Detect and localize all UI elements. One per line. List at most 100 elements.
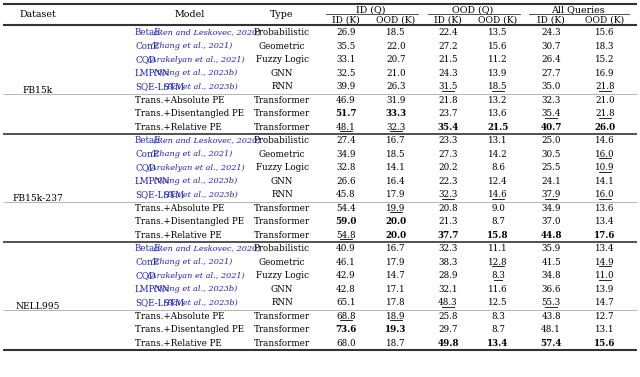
Text: 54.8: 54.8 <box>336 231 356 240</box>
Text: 22.3: 22.3 <box>438 177 458 186</box>
Text: BetaE: BetaE <box>135 28 162 37</box>
Text: (Zhang et al., 2021): (Zhang et al., 2021) <box>148 150 232 158</box>
Text: 27.7: 27.7 <box>541 69 561 78</box>
Text: 11.1: 11.1 <box>488 244 508 253</box>
Text: 51.7: 51.7 <box>335 109 356 118</box>
Text: RNN: RNN <box>271 298 293 307</box>
Text: RNN: RNN <box>271 82 293 91</box>
Text: 68.8: 68.8 <box>336 312 356 321</box>
Text: 8.3: 8.3 <box>491 312 505 321</box>
Text: 26.0: 26.0 <box>595 123 616 132</box>
Text: ConE: ConE <box>135 150 159 159</box>
Text: 14.9: 14.9 <box>595 258 615 267</box>
Text: 21.3: 21.3 <box>438 217 458 226</box>
Text: 48.3: 48.3 <box>438 298 458 307</box>
Text: 21.0: 21.0 <box>386 69 406 78</box>
Text: 14.6: 14.6 <box>488 190 508 199</box>
Text: 18.5: 18.5 <box>488 82 508 91</box>
Text: (Arakelyan et al., 2021): (Arakelyan et al., 2021) <box>145 164 244 172</box>
Text: 33.1: 33.1 <box>336 55 356 64</box>
Text: 13.4: 13.4 <box>487 339 509 348</box>
Text: 55.3: 55.3 <box>541 298 561 307</box>
Text: RNN: RNN <box>271 190 293 199</box>
Text: 11.0: 11.0 <box>595 271 615 280</box>
Text: 32.1: 32.1 <box>438 285 458 294</box>
Text: 36.6: 36.6 <box>541 285 561 294</box>
Text: 27.2: 27.2 <box>438 42 458 51</box>
Text: 23.7: 23.7 <box>438 109 458 118</box>
Text: 16.9: 16.9 <box>595 69 615 78</box>
Text: 12.5: 12.5 <box>488 298 508 307</box>
Text: 22.4: 22.4 <box>438 28 458 37</box>
Text: Transformer: Transformer <box>254 339 310 348</box>
Text: 32.3: 32.3 <box>438 190 458 199</box>
Text: 21.8: 21.8 <box>595 109 615 118</box>
Text: (Wang et al., 2023b): (Wang et al., 2023b) <box>152 285 237 293</box>
Text: FB15k: FB15k <box>23 86 53 95</box>
Text: (Ren and Leskovec, 2020): (Ren and Leskovec, 2020) <box>152 245 260 253</box>
Text: 8.7: 8.7 <box>491 217 505 226</box>
Text: 12.7: 12.7 <box>595 312 615 321</box>
Text: 39.9: 39.9 <box>337 82 356 91</box>
Text: 13.9: 13.9 <box>488 69 508 78</box>
Text: 33.3: 33.3 <box>385 109 406 118</box>
Text: 26.9: 26.9 <box>336 28 356 37</box>
Text: Transformer: Transformer <box>254 204 310 213</box>
Text: LMPNN: LMPNN <box>135 69 171 78</box>
Text: CQD: CQD <box>135 163 156 172</box>
Text: 48.1: 48.1 <box>541 325 561 334</box>
Text: 38.3: 38.3 <box>438 258 458 267</box>
Text: 15.6: 15.6 <box>595 339 616 348</box>
Text: BetaE: BetaE <box>135 244 162 253</box>
Text: 34.9: 34.9 <box>541 204 561 213</box>
Text: (Zhang et al., 2021): (Zhang et al., 2021) <box>148 258 232 266</box>
Text: Trans.+Absolute PE: Trans.+Absolute PE <box>135 312 225 321</box>
Text: 13.5: 13.5 <box>488 28 508 37</box>
Text: 18.5: 18.5 <box>387 150 406 159</box>
Text: Trans.+Relative PE: Trans.+Relative PE <box>135 339 221 348</box>
Text: 17.9: 17.9 <box>387 258 406 267</box>
Text: Transformer: Transformer <box>254 312 310 321</box>
Text: 18.7: 18.7 <box>386 339 406 348</box>
Text: 21.5: 21.5 <box>487 123 509 132</box>
Text: 15.6: 15.6 <box>595 28 615 37</box>
Text: 13.9: 13.9 <box>595 285 614 294</box>
Text: 40.9: 40.9 <box>336 244 356 253</box>
Text: Transformer: Transformer <box>254 96 310 105</box>
Text: 14.1: 14.1 <box>595 177 615 186</box>
Text: 32.3: 32.3 <box>387 123 406 132</box>
Text: (Arakelyan et al., 2021): (Arakelyan et al., 2021) <box>145 56 244 64</box>
Text: 24.3: 24.3 <box>541 28 561 37</box>
Text: 26.3: 26.3 <box>387 82 406 91</box>
Text: 20.7: 20.7 <box>386 55 406 64</box>
Text: 17.6: 17.6 <box>595 231 616 240</box>
Text: 23.3: 23.3 <box>438 136 458 145</box>
Text: 11.6: 11.6 <box>488 285 508 294</box>
Text: Trans.+Absolute PE: Trans.+Absolute PE <box>135 96 225 105</box>
Text: 18.3: 18.3 <box>595 42 615 51</box>
Text: 35.5: 35.5 <box>337 42 356 51</box>
Text: 8.7: 8.7 <box>491 325 505 334</box>
Text: 14.7: 14.7 <box>386 271 406 280</box>
Text: 26.6: 26.6 <box>336 177 356 186</box>
Text: 25.0: 25.0 <box>541 136 561 145</box>
Text: 8.3: 8.3 <box>491 271 505 280</box>
Text: ID (K): ID (K) <box>537 15 565 25</box>
Text: Trans.+Disentangled PE: Trans.+Disentangled PE <box>135 325 244 334</box>
Text: 43.8: 43.8 <box>541 312 561 321</box>
Text: 24.1: 24.1 <box>541 177 561 186</box>
Text: 32.5: 32.5 <box>336 69 356 78</box>
Text: ID (K): ID (K) <box>332 15 360 25</box>
Text: 14.6: 14.6 <box>595 136 615 145</box>
Text: (Bai et al., 2023b): (Bai et al., 2023b) <box>161 299 238 307</box>
Text: 42.8: 42.8 <box>336 285 356 294</box>
Text: Geometric: Geometric <box>259 42 305 51</box>
Text: 48.1: 48.1 <box>336 123 356 132</box>
Text: 31.5: 31.5 <box>438 82 458 91</box>
Text: Transformer: Transformer <box>254 123 310 132</box>
Text: 54.4: 54.4 <box>336 204 356 213</box>
Text: Fuzzy Logic: Fuzzy Logic <box>255 163 308 172</box>
Text: Trans.+Disentangled PE: Trans.+Disentangled PE <box>135 109 244 118</box>
Text: 8.6: 8.6 <box>491 163 505 172</box>
Text: 22.0: 22.0 <box>386 42 406 51</box>
